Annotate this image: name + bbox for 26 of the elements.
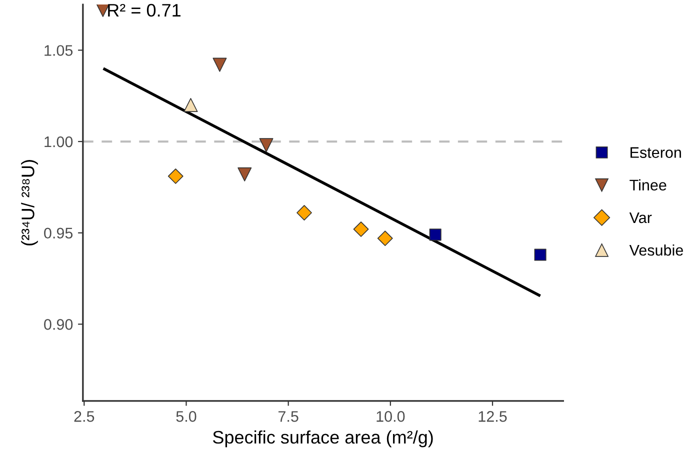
x-axis-title: Specific surface area (m²/g) bbox=[212, 430, 433, 448]
point bbox=[168, 168, 184, 184]
x-tick-label: 7.5 bbox=[278, 411, 298, 422]
point bbox=[238, 167, 252, 182]
point bbox=[353, 222, 369, 237]
point bbox=[377, 230, 393, 246]
point bbox=[296, 205, 312, 220]
point bbox=[534, 248, 546, 261]
y-tick-label: 1.05 bbox=[44, 45, 73, 56]
legend-label: Esteron bbox=[630, 147, 681, 158]
legend-label: Tinee bbox=[630, 179, 666, 191]
x-tick-label: 5.0 bbox=[176, 411, 196, 422]
point bbox=[259, 138, 274, 152]
legend-label: Vesubie bbox=[629, 244, 683, 256]
y-tick-label: 0.95 bbox=[44, 228, 73, 239]
y-axis-title: (²³⁴U/ ²³⁸U) bbox=[21, 160, 38, 246]
y-tick-label: 1.00 bbox=[44, 136, 73, 148]
point bbox=[429, 228, 442, 241]
point bbox=[212, 58, 227, 72]
x-tick-label: 12.5 bbox=[478, 411, 507, 422]
y-tick-label: 0.90 bbox=[44, 319, 73, 330]
x-tick-label: 10.0 bbox=[376, 411, 405, 422]
annotation: R² = 0.71 bbox=[108, 4, 180, 17]
x-tick-label: 2.5 bbox=[74, 411, 94, 422]
point bbox=[184, 98, 198, 112]
legend-label: Var bbox=[629, 212, 652, 224]
